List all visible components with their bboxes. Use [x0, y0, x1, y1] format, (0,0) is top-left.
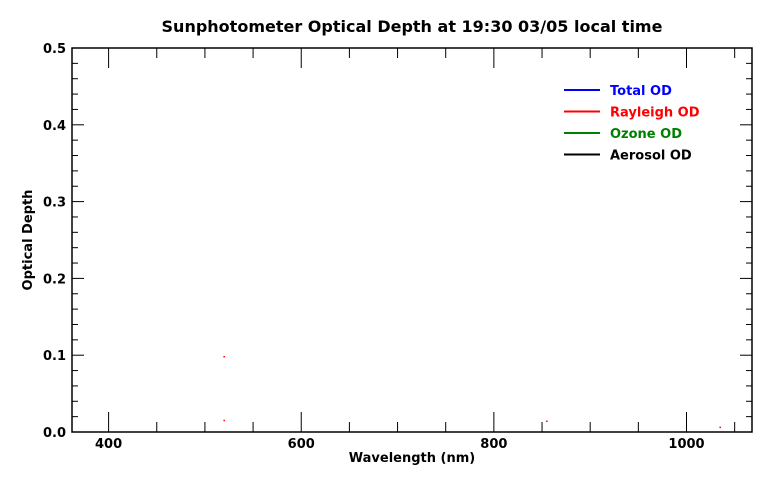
plot-frame — [71, 47, 753, 433]
y-tick-label: 0.3 — [43, 196, 66, 211]
y-axis-label: Optical Depth — [21, 190, 36, 291]
data-point — [546, 420, 548, 422]
x-tick-label: 600 — [288, 437, 315, 452]
x-tick-label: 800 — [480, 437, 507, 452]
y-tick-label: 0.5 — [43, 42, 66, 57]
legend-label: Aerosol OD — [610, 149, 692, 164]
legend-label: Ozone OD — [610, 127, 682, 142]
legend-label: Rayleigh OD — [610, 106, 700, 121]
axis-ticks: 400 600 800 1000 0.0 0.1 0.2 0.3 0.4 0.5 — [43, 42, 752, 452]
legend: Total OD Rayleigh OD Ozone OD Aerosol OD — [564, 84, 700, 164]
data-point — [223, 355, 225, 358]
plot-axes — [71, 47, 753, 433]
chart-title: Sunphotometer Optical Depth at 19:30 03/… — [162, 17, 663, 36]
x-tick-label: 1000 — [668, 437, 704, 452]
y-tick-label: 0.2 — [43, 272, 66, 287]
data-point — [719, 426, 721, 429]
data-marks — [223, 355, 721, 429]
data-point — [223, 419, 225, 422]
x-tick-label: 400 — [95, 437, 122, 452]
y-tick-label: 0.4 — [43, 119, 66, 134]
legend-label: Total OD — [610, 84, 672, 99]
y-tick-label: 0.0 — [43, 426, 66, 441]
x-axis-label: Wavelength (nm) — [349, 451, 475, 466]
y-tick-label: 0.1 — [43, 349, 66, 364]
